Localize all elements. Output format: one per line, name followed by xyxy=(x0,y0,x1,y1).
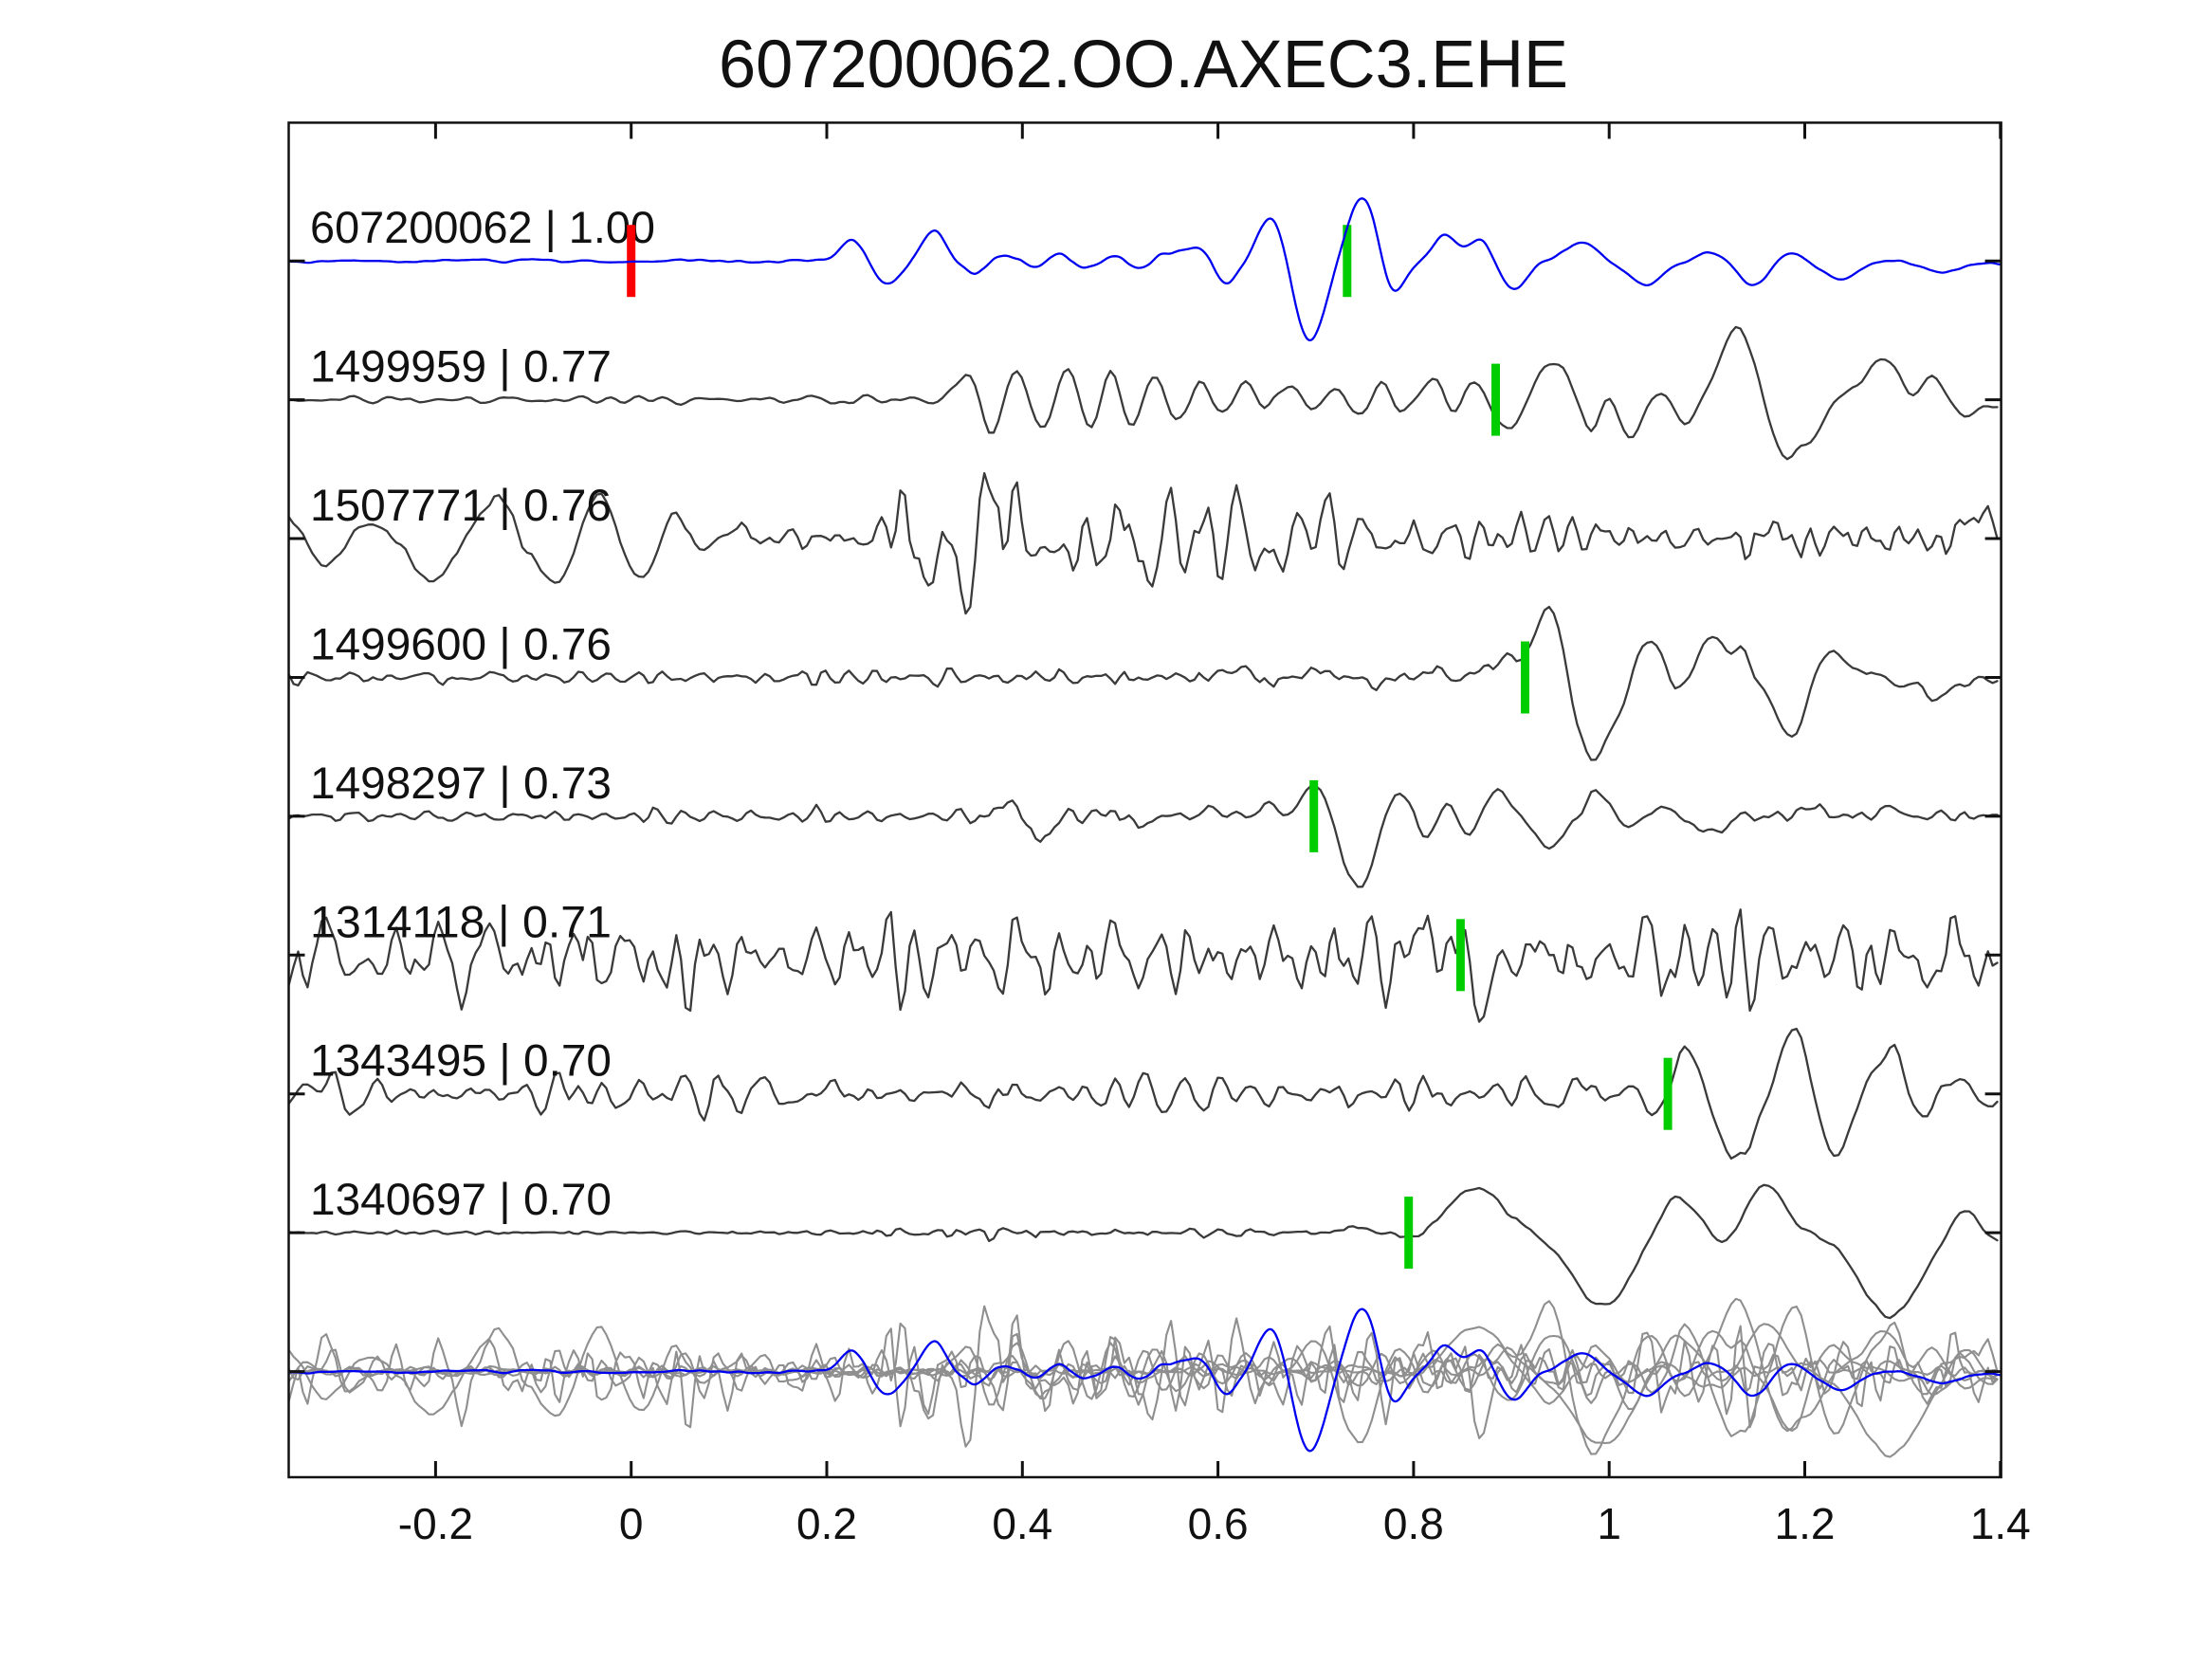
svg-text:1343495 | 0.70: 1343495 | 0.70 xyxy=(310,1035,612,1086)
svg-text:1.4: 1.4 xyxy=(1970,1499,2031,1548)
svg-text:0.4: 0.4 xyxy=(992,1499,1052,1548)
svg-text:1499600 | 0.76: 1499600 | 0.76 xyxy=(310,619,612,669)
svg-text:1499959 | 0.77: 1499959 | 0.77 xyxy=(310,341,612,392)
svg-text:1340697 | 0.70: 1340697 | 0.70 xyxy=(310,1174,612,1224)
svg-text:1.2: 1.2 xyxy=(1775,1499,1836,1548)
svg-text:607200062.OO.AXEC3.EHE: 607200062.OO.AXEC3.EHE xyxy=(719,27,1568,102)
svg-text:-0.2: -0.2 xyxy=(398,1499,473,1548)
svg-text:0.8: 0.8 xyxy=(1383,1499,1444,1548)
svg-text:0.6: 0.6 xyxy=(1188,1499,1249,1548)
svg-text:0.2: 0.2 xyxy=(796,1499,857,1548)
svg-text:607200062 | 1.00: 607200062 | 1.00 xyxy=(310,202,655,252)
svg-text:1314118 | 0.71: 1314118 | 0.71 xyxy=(310,896,612,946)
svg-text:1507771 | 0.76: 1507771 | 0.76 xyxy=(310,480,612,530)
svg-text:1498297 | 0.73: 1498297 | 0.73 xyxy=(310,758,612,808)
svg-text:1: 1 xyxy=(1597,1499,1621,1548)
svg-text:0: 0 xyxy=(619,1499,644,1548)
